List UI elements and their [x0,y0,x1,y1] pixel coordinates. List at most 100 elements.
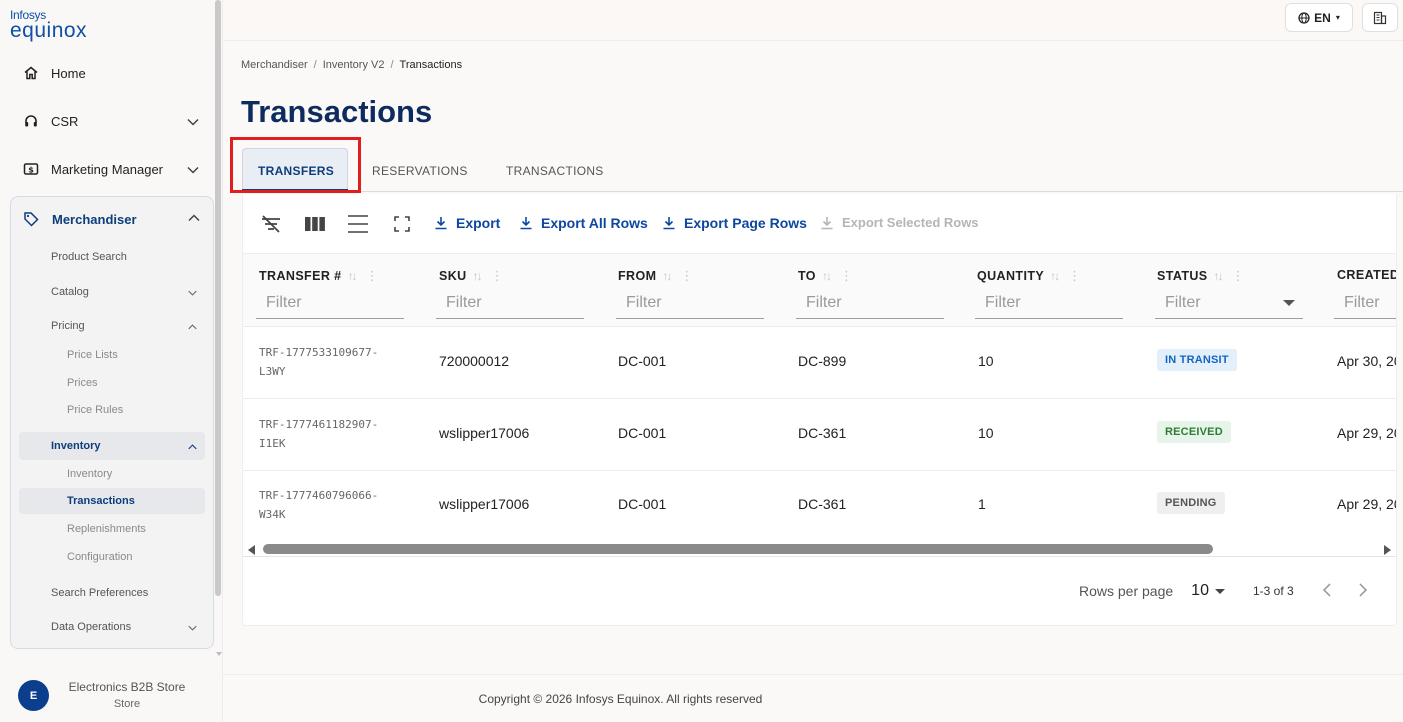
filter-to-input[interactable]: Filter [796,294,944,319]
previous-page-icon[interactable] [1321,582,1333,603]
cell-quantity: 10 [978,353,994,369]
density-icon[interactable] [346,212,370,236]
status-badge: PENDING [1157,492,1225,514]
cell-created: Apr 29, 20 [1337,425,1397,441]
column-header-label: STATUS [1157,269,1208,283]
sidebar-item-search-preferences[interactable]: Search Preferences [51,587,149,599]
breadcrumb: Merchandiser / Inventory V2/Transactions [241,59,463,71]
sidebar: Infosys equinox Home CSR $ Marketing Man… [0,0,223,722]
chevron-down-icon[interactable] [186,115,200,129]
tab-transfers[interactable] [242,148,348,191]
sidebar-item-catalog[interactable]: Catalog [51,286,89,298]
column-header-status[interactable]: STATUS ↑↓ ⋮ [1157,268,1245,284]
chevron-down-icon[interactable] [186,163,200,177]
export-selected-rows-button[interactable]: Export Selected Rows [820,215,979,230]
chevron-up-icon[interactable] [185,440,199,454]
tabs-divider [348,191,1403,192]
chevron-down-icon[interactable] [185,621,199,635]
sidebar-item-csr[interactable]: CSR [22,112,78,130]
table-row[interactable]: TRF-1777461182907-I1EK wslipper17006 DC-… [243,400,1396,471]
column-header-label: QUANTITY [977,269,1045,283]
column-menu-icon[interactable]: ⋮ [1231,268,1245,283]
export-page-rows-button[interactable]: Export Page Rows [662,215,807,231]
column-header-created[interactable]: CREATED [1337,268,1397,282]
sidebar-item-marketing-manager[interactable]: $ Marketing Manager [22,160,163,178]
filter-sku-input[interactable]: Filter [436,294,584,319]
brand-logo[interactable]: Infosys equinox [10,9,87,41]
sidebar-item-price-rules[interactable]: Price Rules [67,404,124,416]
rows-per-page-select[interactable]: 10 [1191,582,1225,600]
pagination: Rows per page 10 1-3 of 3 [1079,582,1294,600]
tab-reservations[interactable]: RESERVATIONS [372,164,468,178]
horizontal-scrollbar[interactable] [243,541,1396,557]
scroll-down-arrow-icon[interactable] [216,652,222,656]
rows-per-page-label: Rows per page [1079,583,1174,599]
fullscreen-icon[interactable] [390,212,414,236]
scroll-right-arrow-icon[interactable] [1384,545,1391,555]
column-header-transfer[interactable]: TRANSFER # ↑↓ ⋮ [259,268,379,284]
column-header-sku[interactable]: SKU ↑↓ ⋮ [439,268,504,284]
sidebar-item-data-operations[interactable]: Data Operations [51,621,132,633]
brand-line2: equinox [10,19,88,42]
sort-icon[interactable]: ↑↓ [472,269,483,283]
sort-icon[interactable]: ↑↓ [662,269,672,283]
cell-transfer: TRF-1777533109677-L3WY [259,346,379,378]
table-row[interactable]: TRF-1777460796066-W34K wslipper17006 DC-… [243,471,1396,542]
sidebar-item-price-lists[interactable]: Price Lists [67,349,118,361]
sidebar-item-merchandiser[interactable]: Merchandiser [23,210,137,228]
tab-transactions[interactable]: TRANSACTIONS [506,164,604,178]
cell-to: DC-361 [798,496,847,512]
sidebar-item-inventory[interactable] [19,432,205,460]
filter-status-select[interactable]: Filter [1155,294,1303,319]
breadcrumb-item[interactable]: Merchandiser [241,59,308,71]
columns-icon[interactable] [303,212,327,236]
column-header-quantity[interactable]: QUANTITY ↑↓ ⋮ [977,268,1082,284]
sidebar-item-pricing[interactable]: Pricing [51,320,85,332]
column-menu-icon[interactable]: ⋮ [839,268,854,283]
globe-icon [1298,11,1310,24]
sidebar-item-label: Marketing Manager [51,161,163,177]
sidebar-item-transactions[interactable] [19,488,205,514]
sidebar-item-configuration[interactable]: Configuration [67,551,133,563]
sidebar-item-home[interactable]: Home [22,64,86,82]
clear-filter-icon[interactable] [259,212,283,236]
sort-icon[interactable]: ↑↓ [821,269,832,283]
home-icon [22,64,40,82]
sidebar-item-product-search[interactable]: Product Search [51,251,127,263]
column-menu-icon[interactable]: ⋮ [680,268,694,283]
export-all-rows-button[interactable]: Export All Rows [519,215,648,231]
building-button[interactable] [1362,3,1398,32]
column-header-label: SKU [439,269,467,283]
sidebar-item-inventory-sub[interactable]: Inventory [67,468,113,480]
store-switcher[interactable]: E Electronics B2B Store Store [18,680,185,711]
sidebar-item-replenishments[interactable]: Replenishments [67,523,146,535]
column-menu-icon[interactable]: ⋮ [365,268,379,283]
chevron-up-icon[interactable] [185,320,199,334]
sidebar-item-prices[interactable]: Prices [67,377,98,389]
filter-transfer-input[interactable]: Filter [256,294,404,319]
table-row[interactable]: TRF-1777533109677-L3WY 720000012 DC-001 … [243,328,1396,399]
sort-icon[interactable]: ↑↓ [1050,269,1060,283]
column-header-from[interactable]: FROM ↑↓ ⋮ [618,268,694,284]
sidebar-scrollbar[interactable] [215,0,221,596]
chevron-up-icon[interactable] [187,211,201,225]
column-menu-icon[interactable]: ⋮ [1068,268,1082,283]
column-header-label: CREATED [1337,268,1397,282]
filter-status-placeholder: Filter [1165,294,1201,311]
next-page-icon[interactable] [1357,582,1369,603]
filter-created-input[interactable]: Filter [1334,294,1396,319]
sort-icon[interactable]: ↑↓ [1213,269,1224,283]
column-header-to[interactable]: TO ↑↓ ⋮ [798,268,853,284]
language-selector[interactable]: EN ▾ [1285,3,1353,32]
filter-from-input[interactable]: Filter [616,294,764,319]
chevron-down-icon[interactable] [185,286,199,300]
export-button[interactable]: Export [434,215,500,231]
column-header-label: FROM [618,269,657,283]
breadcrumb-item[interactable]: Inventory V2 [322,59,385,71]
filter-quantity-input[interactable]: Filter [975,294,1123,319]
column-menu-icon[interactable]: ⋮ [490,268,504,283]
scrollbar-thumb[interactable] [263,544,1213,554]
sort-icon[interactable]: ↑↓ [347,269,357,283]
scroll-left-arrow-icon[interactable] [248,545,255,555]
footer: Copyright © 2026 Infosys Equinox. All ri… [223,674,1403,722]
